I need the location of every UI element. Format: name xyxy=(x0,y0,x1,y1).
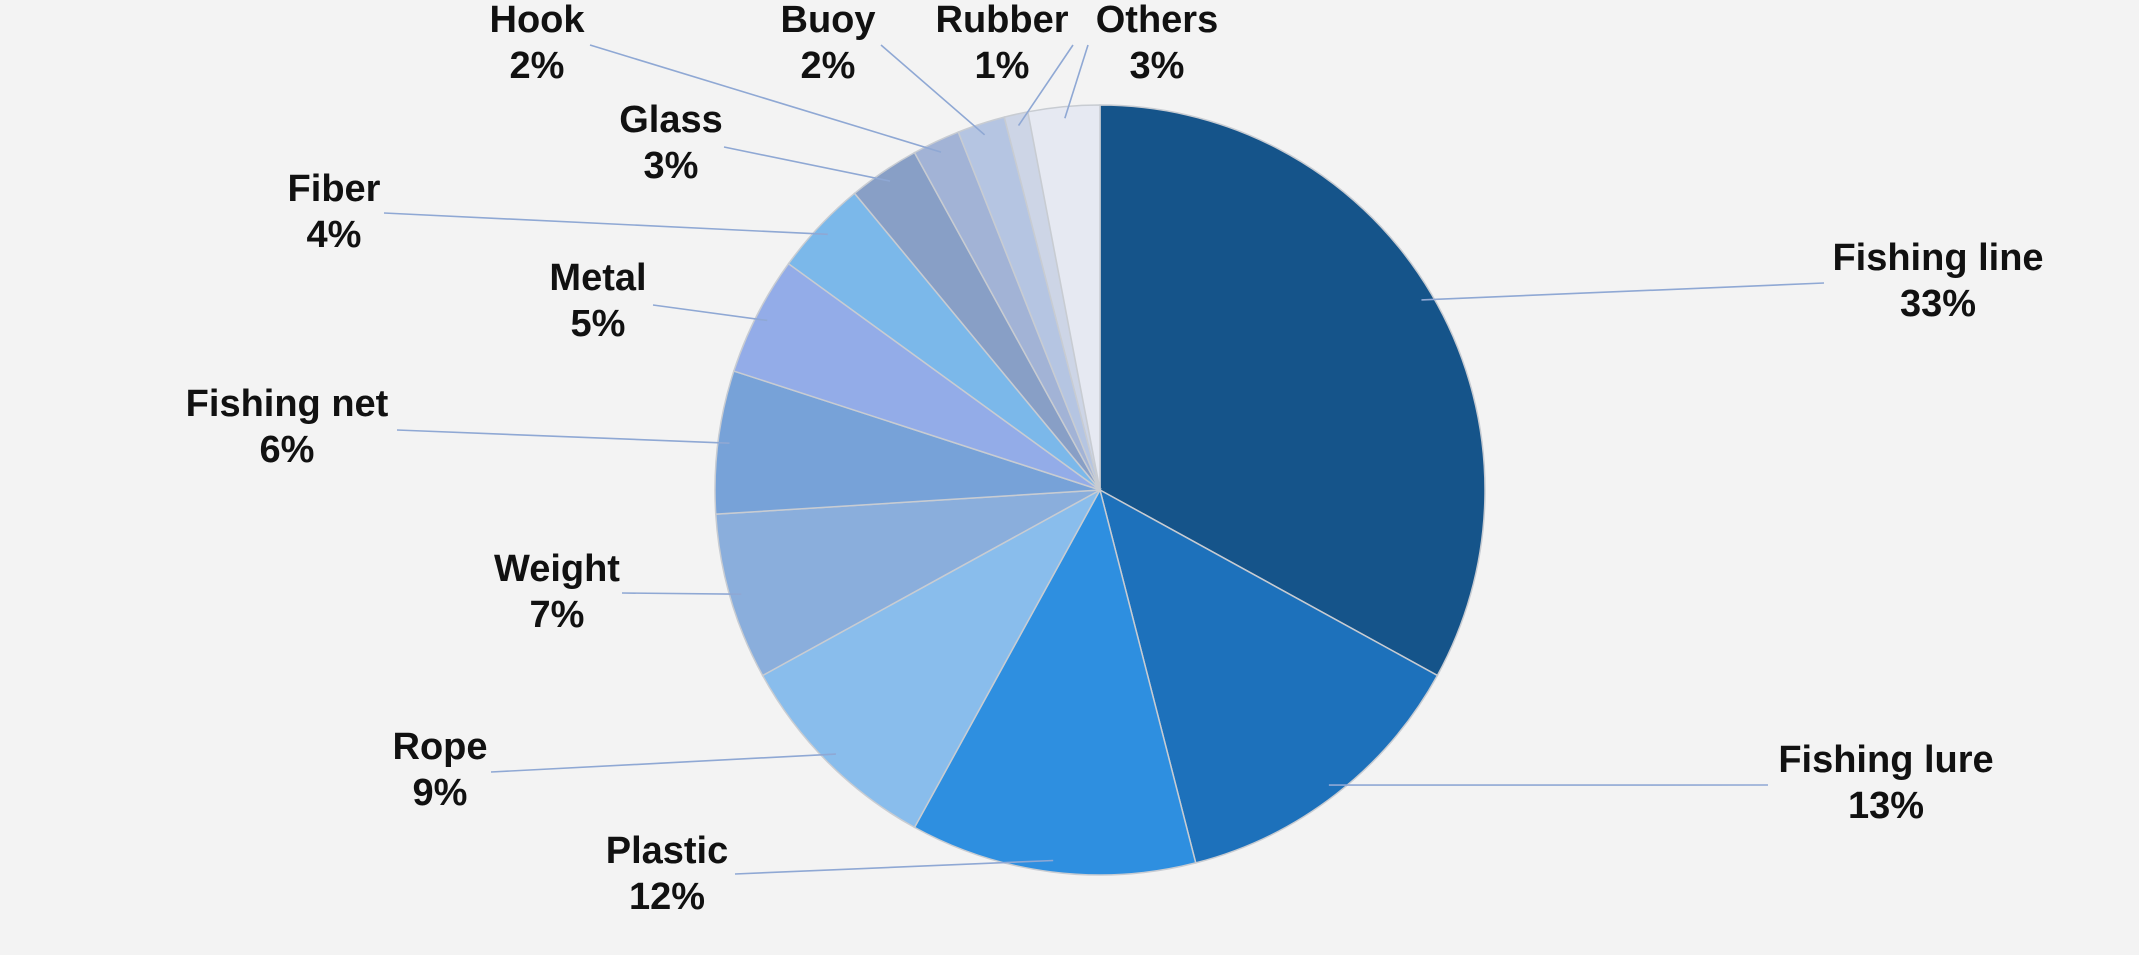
pie-slice-rope xyxy=(761,488,1102,829)
slice-percent-rope: 9% xyxy=(413,772,468,814)
slice-percent-glass: 3% xyxy=(644,145,699,187)
slice-label-hook: Hook xyxy=(490,0,586,41)
slice-percent-others: 3% xyxy=(1130,45,1185,87)
leader-line-metal xyxy=(652,304,768,322)
pie-slice-fishing-line xyxy=(1099,104,1486,677)
leader-line-fishing-line xyxy=(1421,282,1825,301)
slice-label-weight: Weight xyxy=(494,548,620,590)
slice-label-rope: Rope xyxy=(393,726,488,768)
slice-percent-hook: 2% xyxy=(510,45,565,87)
slice-label-buoy: Buoy xyxy=(781,0,876,41)
leader-lines-layer xyxy=(383,44,1825,875)
slices-layer xyxy=(714,104,1486,876)
pie-slice-fishing-net xyxy=(714,370,1101,515)
leader-line-plastic xyxy=(734,859,1054,875)
slice-percent-fiber: 4% xyxy=(307,214,362,256)
slice-label-fishing-net: Fishing net xyxy=(186,383,389,425)
leader-line-rubber xyxy=(1017,44,1074,126)
leader-line-rope xyxy=(490,753,836,773)
pie-slice-plastic xyxy=(913,487,1197,876)
leader-line-fishing-net xyxy=(396,429,730,444)
slice-label-others: Others xyxy=(1096,0,1218,41)
slice-label-fishing-lure: Fishing lure xyxy=(1778,739,1993,781)
leader-line-others xyxy=(1064,44,1089,119)
slice-label-glass: Glass xyxy=(619,99,723,141)
slice-percent-rubber: 1% xyxy=(975,45,1030,87)
slice-percent-fishing-net: 6% xyxy=(260,429,315,471)
leader-line-fiber xyxy=(383,212,828,236)
slice-label-fishing-line: Fishing line xyxy=(1832,237,2043,279)
slice-label-metal: Metal xyxy=(549,257,646,299)
slice-label-fiber: Fiber xyxy=(288,168,381,210)
slice-label-rubber: Rubber xyxy=(936,0,1069,41)
leader-line-hook xyxy=(589,44,942,153)
slice-percent-fishing-line: 33% xyxy=(1900,283,1976,325)
pie-slice-fishing-lure xyxy=(1098,488,1439,864)
pie-slice-weight xyxy=(714,489,1101,677)
slice-label-plastic: Plastic xyxy=(606,830,729,872)
slice-percent-plastic: 12% xyxy=(629,876,705,918)
leader-line-glass xyxy=(723,146,891,182)
leader-line-weight xyxy=(621,592,742,595)
slice-percent-buoy: 2% xyxy=(801,45,856,87)
slice-percent-weight: 7% xyxy=(530,594,585,636)
leader-line-buoy xyxy=(880,44,986,136)
slice-percent-metal: 5% xyxy=(571,303,626,345)
slice-percent-fishing-lure: 13% xyxy=(1848,785,1924,827)
